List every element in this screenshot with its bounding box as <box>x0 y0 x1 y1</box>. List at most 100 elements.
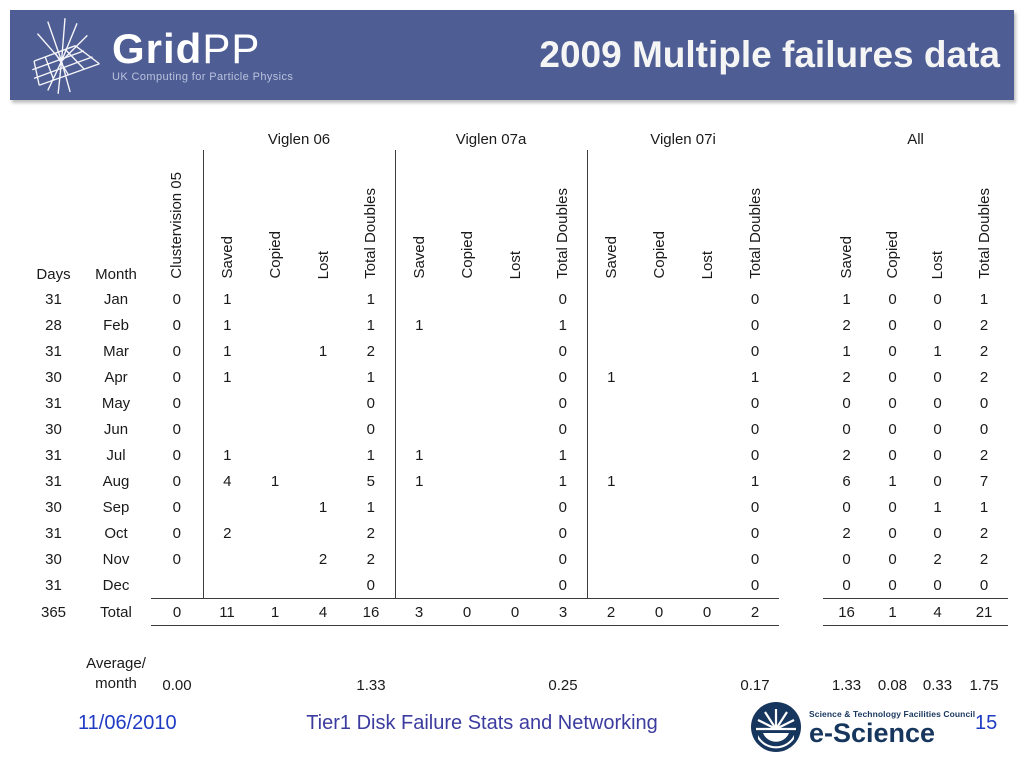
value-cell <box>299 572 347 599</box>
value-cell <box>394 364 444 390</box>
value-cell: 1 <box>366 368 375 386</box>
v06-saved-header: Saved <box>202 150 251 286</box>
days-cell: 31 <box>45 446 62 464</box>
value-cell: 0 <box>750 420 760 438</box>
value-cell <box>443 390 491 416</box>
value-cell: 2 <box>933 550 942 568</box>
value-cell: 0 <box>172 368 181 386</box>
group-header-gap <box>779 128 823 150</box>
days-cell: 31 <box>45 342 62 360</box>
stfc-sun-icon <box>751 702 801 752</box>
value-cell <box>394 390 444 416</box>
value-cell <box>443 364 491 390</box>
value-cell: 1 <box>270 472 280 490</box>
value-cell <box>251 442 299 468</box>
value-cell <box>251 312 299 338</box>
spacer-cell <box>26 626 1008 649</box>
value-cell <box>586 390 636 416</box>
brand-pp: PP <box>202 25 261 72</box>
value-cell <box>394 494 444 520</box>
value-cell: 1 <box>202 286 251 312</box>
value-cell: 1 <box>366 446 375 464</box>
value-cell <box>491 494 539 520</box>
days-cell: 28 <box>45 316 62 334</box>
group-header-row: Viglen 06 Viglen 07a Viglen 07i All <box>26 128 1008 150</box>
month-cell: Mar <box>103 342 129 360</box>
stfc-label: Science & Technology Facilities Council <box>809 708 976 719</box>
days-cell: 30 <box>45 368 62 386</box>
header-bar: GridPP UK Computing for Particle Physics… <box>10 10 1014 100</box>
days-cell <box>26 648 81 696</box>
v06-totaldoubles-header: Total Doubles <box>362 188 380 279</box>
value-cell: 0 <box>933 316 942 334</box>
value-cell: 1 <box>366 290 375 308</box>
value-cell <box>586 416 636 442</box>
value-cell: 2 <box>979 342 989 360</box>
value-cell: 4 <box>202 468 251 494</box>
value-cell <box>491 390 539 416</box>
value-cell: 0 <box>933 524 942 542</box>
table-row: 28 Feb 0 1 1 1 1 0 2 0 0 2 <box>26 312 1008 338</box>
average-value-cell: 0.00 <box>162 677 192 694</box>
days-cell: 31 <box>45 290 62 308</box>
table-row: 31 Aug 0 4 1 5 1 1 1 1 6 1 0 7 <box>26 468 1008 494</box>
v07i-copied-header: Copied <box>650 231 668 279</box>
month-cell: Jun <box>103 420 129 438</box>
value-cell <box>251 416 299 442</box>
value-cell: 0 <box>842 576 851 594</box>
value-cell <box>202 390 251 416</box>
average-label: Average/month <box>86 654 146 692</box>
value-cell: 0 <box>366 420 375 438</box>
value-cell <box>443 338 491 364</box>
average-value-cell: 0.25 <box>548 677 578 694</box>
value-cell: 1 <box>394 442 444 468</box>
v07i-saved-header: Saved <box>586 150 636 286</box>
value-cell <box>299 416 347 442</box>
value-cell: 0 <box>750 342 760 360</box>
v07a-copied-header: Copied <box>458 231 476 279</box>
average-value-cell <box>395 648 443 696</box>
gridpp-wordmark: GridPP UK Computing for Particle Physics <box>112 28 293 84</box>
value-cell <box>683 494 731 520</box>
value-cell: 0 <box>172 342 181 360</box>
group-header-viglen06: Viglen 06 <box>267 130 331 148</box>
month-header: Month <box>95 266 137 283</box>
table-row: 30 Apr 0 1 1 0 1 1 2 0 0 2 <box>26 364 1008 390</box>
group-header-all: All <box>907 130 924 148</box>
value-cell <box>491 468 539 494</box>
value-cell: 0 <box>888 550 897 568</box>
value-cell <box>202 546 251 572</box>
value-cell <box>683 312 731 338</box>
value-cell <box>635 520 683 546</box>
clustervision-header: Clustervision 05 <box>168 172 186 279</box>
value-cell <box>635 338 683 364</box>
value-cell: 1 <box>842 290 851 308</box>
table-row: 31 May 0 0 0 0 0 0 0 0 <box>26 390 1008 416</box>
value-cell <box>299 390 347 416</box>
value-cell: 1 <box>202 338 251 364</box>
gap-cell <box>779 364 823 390</box>
value-cell: 2 <box>366 342 375 360</box>
value-cell: 1 <box>870 598 916 626</box>
table-row: 31 Dec 0 0 0 0 0 0 0 <box>26 572 1008 599</box>
value-cell: 7 <box>979 472 989 490</box>
value-cell: 1 <box>366 498 375 516</box>
value-cell: 2 <box>731 598 780 626</box>
value-cell <box>251 520 299 546</box>
average-value-cell: 0.08 <box>877 677 908 694</box>
value-cell: 0 <box>888 368 897 386</box>
value-cell <box>586 286 636 312</box>
value-cell <box>491 572 539 599</box>
month-cell: Aug <box>102 472 130 490</box>
value-cell: 0 <box>558 394 567 412</box>
value-cell: 1 <box>202 364 251 390</box>
value-cell <box>683 442 731 468</box>
value-cell: 1 <box>318 498 328 516</box>
value-cell <box>635 312 683 338</box>
gap-cell <box>779 286 823 312</box>
value-cell: 0 <box>750 394 760 412</box>
value-cell: 0 <box>558 290 567 308</box>
gap-cell <box>779 312 823 338</box>
month-cell: Oct <box>104 524 128 542</box>
value-cell: 2 <box>842 368 851 386</box>
